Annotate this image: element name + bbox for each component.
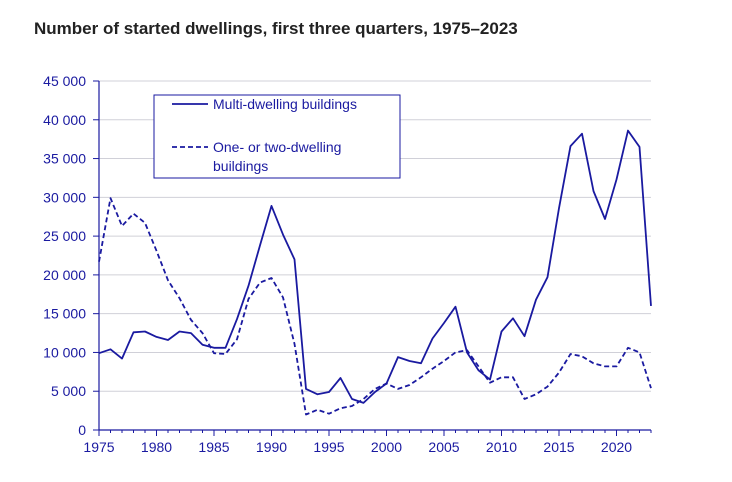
x-tick-label: 2000 — [371, 439, 402, 455]
chart-title: Number of started dwellings, first three… — [34, 19, 518, 38]
y-tick-label: 5 000 — [51, 383, 86, 399]
x-tick-label: 1985 — [198, 439, 229, 455]
y-tick-label: 20 000 — [43, 267, 86, 283]
x-tick-label: 2010 — [486, 439, 517, 455]
y-tick-label: 15 000 — [43, 306, 86, 322]
y-tick-label: 0 — [78, 422, 86, 438]
x-tick-label: 2020 — [601, 439, 632, 455]
y-tick-label: 45 000 — [43, 73, 86, 89]
x-tick-label: 1980 — [141, 439, 172, 455]
x-axis: 1975 1980 1985 1990 1995 2000 2005 2010 2015 2020 — [83, 429, 652, 455]
y-tick-label: 35 000 — [43, 151, 86, 167]
y-tick-label: 10 000 — [43, 344, 86, 360]
legend-box — [153, 94, 401, 179]
series-lines — [98, 129, 652, 416]
y-axis: 0 5 000 10 000 15 000 20 000 25 000 30 000 35 0… — [43, 73, 100, 438]
series-line-multi-dwelling — [98, 129, 652, 404]
x-tick-label: 2005 — [428, 439, 459, 455]
legend-label-one-two-dwelling: One- or two-dwelling buildings — [213, 139, 341, 174]
series-line-one-two-dwelling — [98, 197, 652, 416]
y-tick-label: 40 000 — [43, 112, 86, 128]
y-tick-label: 25 000 — [43, 228, 86, 244]
legend: Multi-dwelling buildings One- or two-dwel… — [153, 94, 401, 179]
y-tick-label: 30 000 — [43, 189, 86, 205]
legend-label-multi-dwelling: Multi-dwelling buildings — [213, 96, 357, 112]
x-tick-label: 2015 — [543, 439, 574, 455]
x-tick-label: 1975 — [83, 439, 114, 455]
x-tick-label: 1990 — [256, 439, 287, 455]
x-tick-label: 1995 — [313, 439, 344, 455]
